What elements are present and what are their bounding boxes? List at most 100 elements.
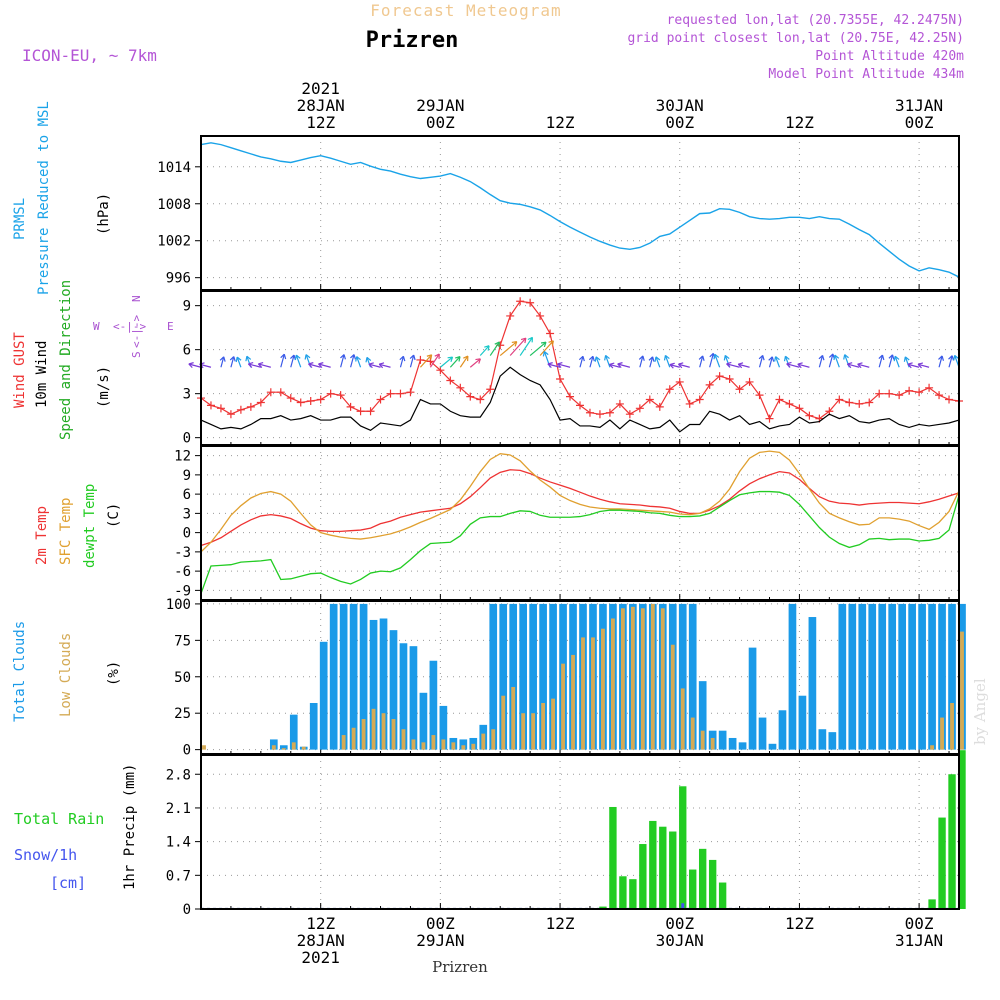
wind-direction-arrow bbox=[356, 356, 362, 368]
wind-arrow-head bbox=[409, 354, 416, 361]
rain-bar bbox=[669, 831, 677, 909]
wind-gust-label: Wind GUST bbox=[12, 332, 28, 408]
wind-gust-marker bbox=[536, 311, 545, 320]
bottom-axis-label: 12Z bbox=[785, 914, 814, 933]
page-title: Prizren bbox=[366, 28, 459, 53]
wind-arrow-head bbox=[888, 354, 895, 360]
wind-arrow-head bbox=[833, 354, 840, 361]
rain-bar bbox=[659, 826, 667, 909]
wind-gust-marker bbox=[845, 398, 854, 407]
wind-arrow-head bbox=[484, 345, 490, 351]
wind-arrow-head bbox=[604, 354, 610, 361]
bottom-axis-label: 12Z bbox=[306, 914, 335, 933]
wind-arrow-head bbox=[447, 356, 454, 362]
total-clouds-bar bbox=[778, 710, 787, 750]
clouds-panel: 0 25 50 75 100 bbox=[166, 597, 966, 759]
wind-arrow-head bbox=[758, 354, 765, 361]
low-clouds-bar bbox=[301, 746, 306, 750]
wind-gust-marker bbox=[785, 399, 794, 408]
wind-gust-marker bbox=[945, 395, 954, 404]
y-tick-label: -6 bbox=[174, 564, 191, 580]
low-clouds-bar bbox=[371, 708, 376, 750]
wind-direction-arrow bbox=[938, 355, 943, 368]
y-tick-label: 2.1 bbox=[166, 801, 191, 817]
total-clouds-bar bbox=[399, 643, 408, 750]
low-clouds-bar bbox=[521, 713, 526, 750]
wind-direction-arrow bbox=[669, 364, 680, 368]
wind-arrow-head bbox=[669, 362, 675, 369]
total-clouds-bar bbox=[758, 717, 767, 750]
temp-2m-line bbox=[200, 469, 960, 547]
wind-direction-arrow bbox=[489, 341, 500, 356]
total-clouds-bar bbox=[898, 603, 906, 750]
wind-direction-arrow bbox=[509, 337, 527, 356]
wind-gust-marker bbox=[925, 383, 934, 392]
compass-n: N bbox=[130, 295, 143, 302]
total-clouds-bar bbox=[499, 603, 508, 750]
total-clouds-bar bbox=[509, 603, 518, 750]
wind-direction-arrow bbox=[655, 356, 661, 368]
wind-arrow-head bbox=[368, 362, 374, 369]
wind-gust-marker bbox=[755, 391, 764, 400]
wind-label: Wind GUST 10m Wind Speed and Direction (… bbox=[12, 280, 174, 440]
wind-gust-marker bbox=[725, 375, 734, 383]
wind-direction-arrow bbox=[419, 354, 433, 368]
wind-10m-line bbox=[200, 366, 960, 433]
wind-direction-arrow bbox=[834, 354, 840, 368]
wind-gust-marker bbox=[705, 380, 714, 389]
wind-arrow-head bbox=[318, 362, 324, 369]
low-clouds-bar bbox=[281, 748, 286, 750]
wind-arrow-head bbox=[774, 356, 780, 362]
total-clouds-bar bbox=[858, 603, 867, 750]
precip-unit: 1hr Precip (mm) bbox=[122, 764, 138, 890]
total-clouds-bar bbox=[529, 603, 537, 750]
total-clouds-bar bbox=[678, 603, 687, 750]
requested-coords: requested lon,lat (20.7355E, 42.2475N) bbox=[667, 13, 964, 28]
rain-bar bbox=[718, 882, 727, 909]
wind-gust-marker bbox=[266, 388, 275, 397]
compass-s: S bbox=[130, 351, 143, 358]
total-clouds-bar bbox=[938, 603, 946, 750]
total-clouds-bar bbox=[768, 743, 777, 750]
rain-bar bbox=[928, 899, 936, 909]
wind-direction-arrow bbox=[220, 356, 225, 368]
temp-dewpt-line bbox=[200, 490, 960, 594]
wind-arrow-head bbox=[663, 354, 670, 361]
total-clouds-bar bbox=[718, 730, 727, 750]
wind-arrow-head bbox=[677, 362, 684, 369]
wind-direction-arrow bbox=[340, 354, 345, 368]
wind-direction-arrow bbox=[639, 355, 644, 368]
wind-arrow-head bbox=[797, 362, 803, 369]
wind-arrow-head bbox=[434, 353, 440, 360]
low-clouds-bar bbox=[630, 606, 635, 750]
y-tick-label: 0 bbox=[183, 743, 191, 759]
wind-arrow-head bbox=[247, 361, 254, 368]
wind-direction-arrow bbox=[699, 355, 704, 368]
total-clouds-label: Total Clouds bbox=[12, 621, 28, 722]
wind-arrow-head bbox=[257, 361, 264, 368]
total-clouds-bar bbox=[269, 739, 278, 750]
wind-direction-arrow bbox=[709, 353, 714, 368]
y-tick-label: 0 bbox=[183, 431, 191, 447]
low-clouds-bar bbox=[451, 742, 456, 750]
low-clouds-bar bbox=[940, 717, 944, 750]
total-clouds-bar bbox=[329, 603, 338, 750]
total-clouds-bar bbox=[868, 603, 877, 750]
wind-direction-arrow bbox=[786, 363, 800, 368]
supertitle: Forecast Meteogram bbox=[370, 1, 561, 20]
total-clouds-bar bbox=[439, 705, 448, 750]
wind-arrow-head bbox=[713, 353, 720, 360]
wind-gust-marker bbox=[685, 399, 694, 408]
precip-panel: 0 0.7 1.4 2.1 2.8 bbox=[166, 750, 966, 918]
wind-gust-marker bbox=[895, 391, 904, 400]
wind-direction-arrow bbox=[595, 356, 601, 368]
low-clouds-bar bbox=[551, 698, 555, 750]
total-clouds-bar bbox=[798, 695, 807, 750]
wind-gust-marker bbox=[236, 405, 245, 414]
low-clouds-bar bbox=[650, 603, 655, 750]
wind-arrow-head bbox=[399, 355, 406, 362]
watermark: by Angel bbox=[971, 678, 989, 745]
top-axis-label: 31JAN bbox=[895, 96, 943, 115]
wind-gust-marker bbox=[436, 366, 445, 375]
wind-gust-marker bbox=[366, 407, 375, 416]
